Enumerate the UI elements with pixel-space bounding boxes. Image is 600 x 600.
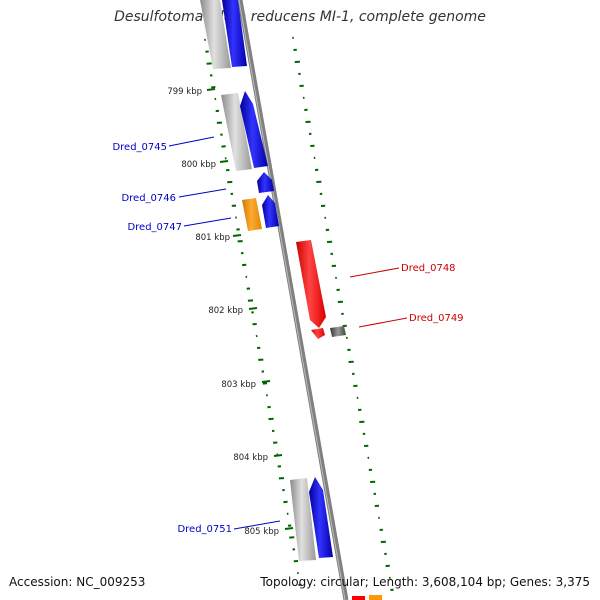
connector-0749: [359, 318, 407, 327]
tick-800: [220, 161, 228, 162]
gene-dark-0749: [330, 326, 346, 337]
gene-orange-0747: [242, 198, 262, 231]
connector-0747: [184, 218, 231, 226]
gene-red-small: [311, 328, 325, 339]
gene-label-dred-0745[interactable]: Dred_0745: [112, 142, 167, 153]
gene-label-dred-0749[interactable]: Dred_0749: [409, 313, 464, 324]
connector-0746: [179, 189, 226, 197]
gene-label-dred-0746[interactable]: Dred_0746: [121, 193, 176, 204]
tick-label-800: 800 kbp: [181, 160, 216, 170]
tick-803: [262, 381, 270, 382]
connector-0745: [169, 137, 214, 146]
gene-red-bottom: [352, 596, 365, 600]
tick-801: [233, 235, 241, 236]
tick-label-802: 802 kbp: [208, 306, 243, 316]
connector-0748: [350, 268, 399, 277]
tick-799: [207, 89, 215, 90]
gene-orange-bottom: [369, 595, 382, 600]
topology-text: Topology: circular; Length: 3,608,104 bp…: [260, 575, 590, 589]
gene-block-bottom: [352, 595, 382, 600]
genome-map: 799 kbp 800 kbp 801 kbp 802 kbp 803 kbp …: [0, 0, 600, 600]
gene-red-0748: [296, 240, 326, 328]
tick-label-805: 805 kbp: [244, 527, 279, 537]
tick-802: [249, 308, 257, 309]
gene-label-dred-0748[interactable]: Dred_0748: [401, 263, 456, 274]
tick-805: [285, 528, 293, 529]
gene-label-dred-0751[interactable]: Dred_0751: [177, 524, 232, 535]
gene-label-dred-0747[interactable]: Dred_0747: [127, 222, 182, 233]
tick-label-799: 799 kbp: [167, 87, 202, 97]
tick-label-801: 801 kbp: [195, 233, 230, 243]
backbone-highlight: [239, 0, 345, 600]
tick-label-803: 803 kbp: [221, 380, 256, 390]
genome-backbone: [240, 0, 346, 600]
tick-label-804: 804 kbp: [233, 453, 268, 463]
tick-804: [274, 455, 282, 456]
accession-text: Accession: NC_009253: [9, 575, 145, 589]
